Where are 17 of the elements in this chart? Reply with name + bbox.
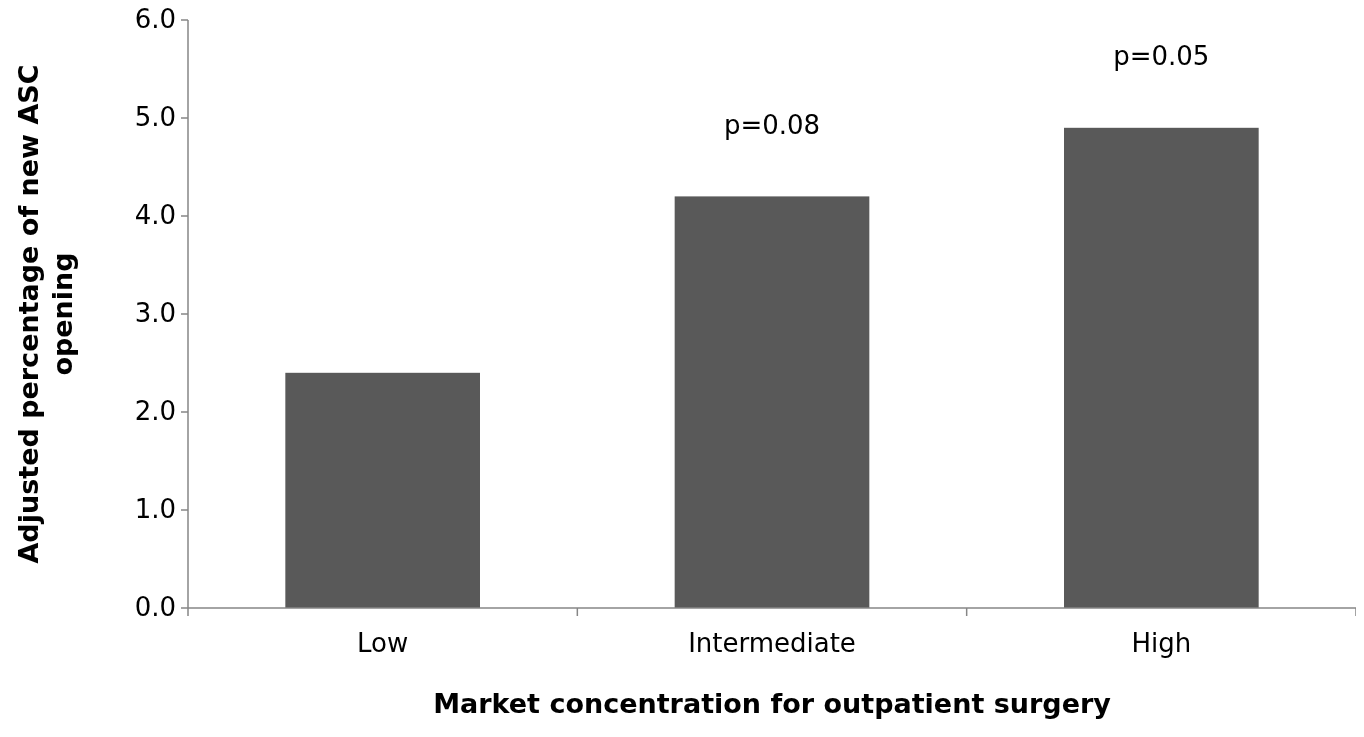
y-tick-label: 3.0 — [134, 297, 176, 328]
y-tick-label: 0.0 — [134, 591, 176, 622]
x-axis-title: Market concentration for outpatient surgery — [433, 688, 1112, 719]
x-tick-label: High — [1131, 628, 1192, 658]
y-tick-label: 6.0 — [134, 3, 176, 34]
x-tick-label: Low — [357, 628, 409, 658]
y-tick-label: 1.0 — [134, 493, 176, 524]
annotation: p=0.08 — [723, 109, 821, 140]
annotation: p=0.05 — [1113, 41, 1210, 72]
y-tick-label: 5.0 — [134, 101, 176, 132]
y-tick-label: 2.0 — [134, 395, 176, 426]
y-axis-title: Adjusted percentage of new ASC opening — [13, 64, 78, 564]
bar — [285, 372, 480, 608]
bar — [1064, 127, 1259, 608]
y-tick-label: 4.0 — [134, 199, 176, 230]
x-tick-label: Intermediate — [688, 628, 856, 658]
bar — [674, 196, 870, 608]
